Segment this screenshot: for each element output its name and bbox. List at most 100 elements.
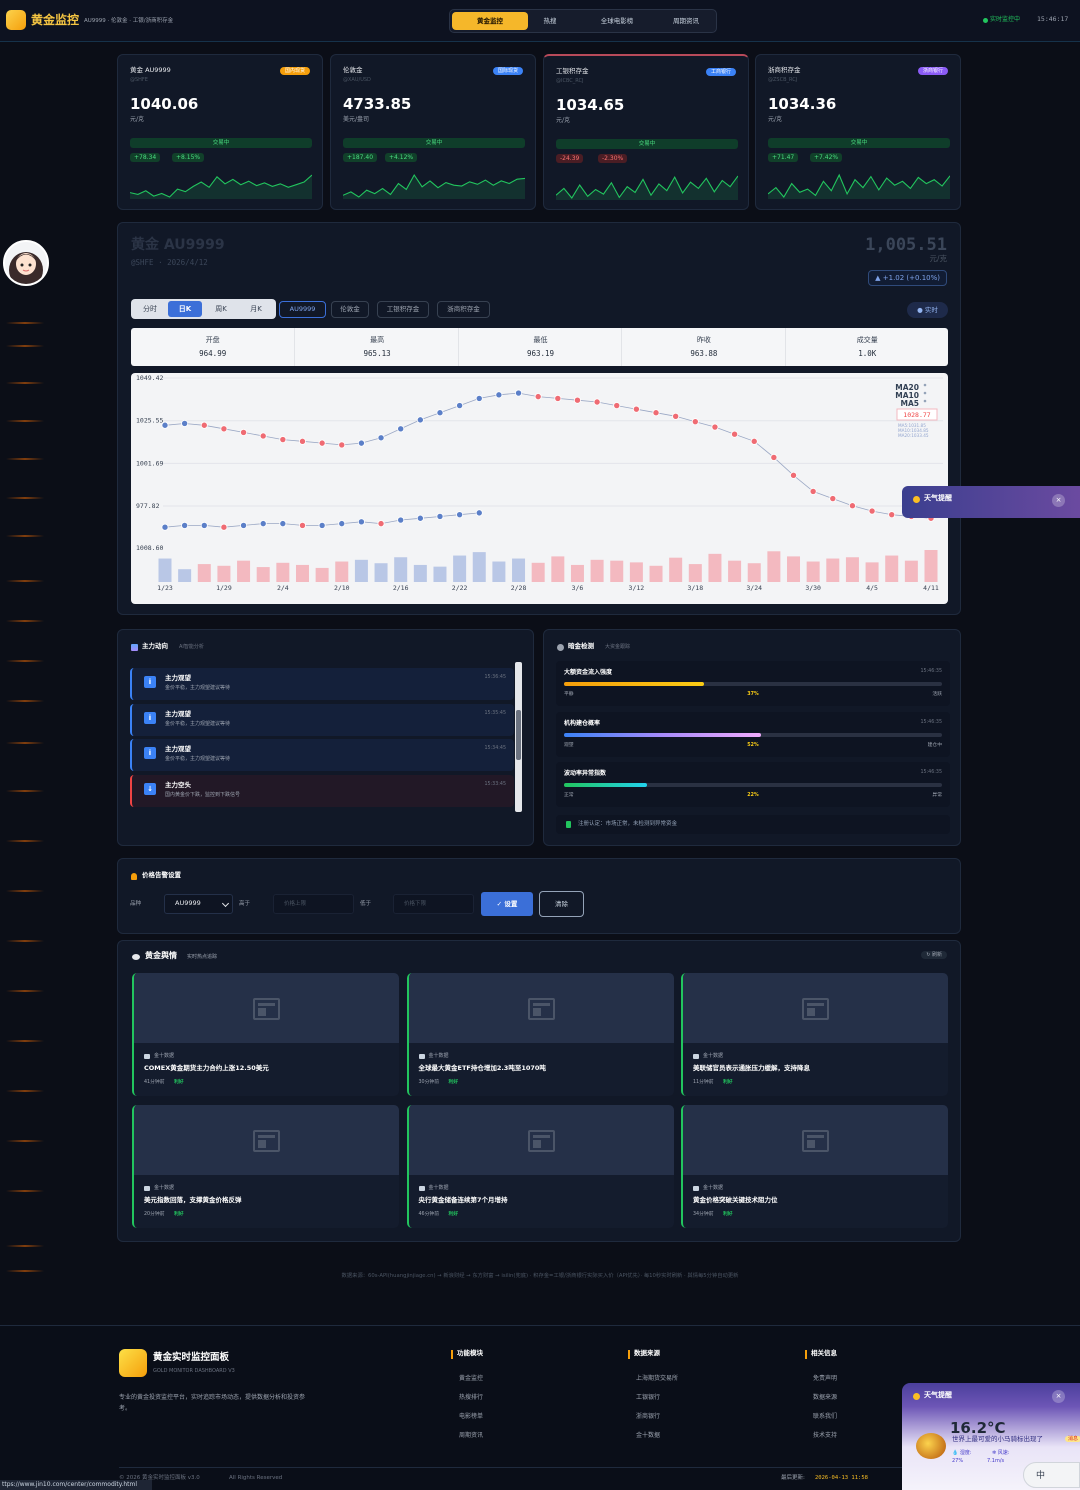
symbol-tab[interactable]: 工银积存金	[377, 301, 429, 318]
footer-link[interactable]: 浙商银行	[636, 1413, 661, 1420]
flow-item-desc: 国内黄金价下跌，监控到下跌信号	[165, 791, 241, 798]
detect-subtitle: 大资金跟踪	[605, 644, 631, 650]
period-tab[interactable]: 周K	[215, 305, 227, 313]
footer-link[interactable]: 周期资讯	[459, 1432, 484, 1439]
side-glow	[6, 535, 44, 537]
card-code: @SHFE	[130, 77, 148, 83]
nav-tab[interactable]: 热搜	[543, 17, 557, 25]
input-high[interactable]: 价格上限	[273, 894, 354, 914]
volume-bar	[551, 556, 565, 582]
nav-tab[interactable]: 全球电影榜	[600, 17, 634, 25]
popup-close[interactable]: ×	[1052, 494, 1065, 507]
x-tick-label: 3/12	[629, 584, 645, 592]
symbol-tab[interactable]: AU9999	[279, 301, 326, 318]
symbol-tab[interactable]: 伦敦金	[331, 301, 369, 318]
icon-bar	[258, 1003, 275, 1006]
scroll-thumb	[516, 710, 521, 760]
news-card[interactable]: 金十数据 黄金价格突破关键技术阻力位 34分钟前 利好	[681, 1105, 948, 1228]
side-glow	[6, 1190, 44, 1192]
footer-link[interactable]: 数据来源	[813, 1394, 838, 1401]
symbol-select[interactable]: AU9999	[164, 894, 233, 914]
card-code: @ICBC_RCJ	[556, 78, 584, 84]
status-dot	[983, 18, 988, 23]
volume-bar	[669, 557, 683, 582]
x-tick-label: 2/10	[334, 584, 350, 592]
news-card[interactable]: 金十数据 美联储官员表示通胀压力缓解，支持降息 11分钟前 利好	[681, 973, 948, 1096]
period-tab[interactable]: 日K	[168, 301, 202, 317]
legend-dot	[923, 399, 927, 403]
footer-title: 黄金实时监控面板	[153, 1352, 230, 1363]
side-glow	[6, 580, 44, 582]
footer: 黄金实时监控面板 GOLD MONITOR DASHBOARD V3 专业的黄金投资…	[0, 1325, 1080, 1490]
period-tab[interactable]: 分时	[143, 305, 157, 313]
select-caret	[221, 899, 230, 908]
footer-link[interactable]: 工银银行	[636, 1394, 661, 1401]
news-card[interactable]: 金十数据 美元指数回落，支撑黄金价格反弹 20分钟前 利好	[132, 1105, 399, 1228]
news-card[interactable]: 金十数据 央行黄金储备连续第7个月增持 46分钟前 利好	[406, 1105, 674, 1228]
card-code: @ZSCB_RCJ	[768, 77, 798, 83]
label-high: 高于	[239, 901, 251, 907]
humidity-value: 27%	[952, 1458, 964, 1464]
popup-title: 天气提醒	[924, 494, 952, 502]
price-dot	[770, 453, 778, 461]
logo	[6, 10, 26, 30]
sparkline-line	[130, 174, 312, 198]
nav-tab[interactable]: 周期资讯	[673, 17, 699, 25]
stat-cell: 昨收 963.88	[621, 328, 784, 366]
news-card[interactable]: 金十数据 COMEX黄金期货主力合约上涨12.50美元 41分钟前 利好	[132, 973, 399, 1096]
volume-bar	[413, 564, 427, 582]
live-pill[interactable]: ● 实时	[907, 302, 948, 318]
stat-cell: 最低 963.19	[457, 328, 621, 366]
footer-link[interactable]: 免责声明	[813, 1375, 838, 1382]
price-dot	[750, 437, 758, 445]
icon-bar	[807, 1003, 824, 1006]
symbol-tab[interactable]: 浙商积存金	[437, 301, 490, 318]
icon-bar	[532, 1003, 550, 1006]
card-price: 1040.06	[130, 95, 199, 113]
side-glow	[6, 322, 44, 324]
sparkline-line	[343, 173, 525, 198]
footer-link[interactable]: 黄金监控	[459, 1375, 484, 1382]
card-pct: +4.12%	[385, 153, 418, 163]
nav-tab[interactable]: 黄金监控	[452, 12, 528, 30]
period-tab[interactable]: 月K	[250, 305, 262, 313]
main-meta: @SHFE · 2026/4/12	[131, 258, 208, 267]
price-dot	[377, 434, 385, 442]
footer-subtitle: GOLD MONITOR DASHBOARD V3	[153, 1368, 235, 1374]
news-headline: 美联储官员表示通胀压力缓解，支持降息	[693, 1064, 810, 1072]
news-source-icon	[693, 1186, 699, 1191]
price-dot	[515, 389, 523, 397]
footer-link[interactable]: 电影榜单	[459, 1413, 484, 1420]
input-low[interactable]: 价格下限	[393, 894, 474, 914]
price-dot	[731, 430, 739, 438]
footer-link[interactable]: 技术支持	[813, 1432, 838, 1439]
flow-item-title: 主力空头	[165, 780, 191, 789]
refresh-button[interactable]: ↻ 刷新	[921, 951, 947, 959]
footer-link[interactable]: 联系我们	[813, 1413, 838, 1420]
news-source-icon	[418, 1186, 425, 1191]
alert-panel: 价格告警设置 品种 AU9999 高于 价格上限 低于 价格下限 ✓ 设置 清除	[117, 858, 961, 934]
footer-link[interactable]: 上海期货交易所	[636, 1375, 679, 1382]
clear-button[interactable]: 清除	[539, 891, 584, 917]
set-button[interactable]: ✓ 设置	[481, 892, 533, 916]
price-dot	[711, 423, 719, 431]
footer-link[interactable]: 热搜排行	[459, 1394, 484, 1401]
flow-item: i 主力观望 金价平稳，主力观望建议等待 15:35:45	[130, 703, 514, 736]
price-dot	[475, 394, 483, 402]
news-tag: 利好	[174, 1212, 184, 1217]
news-card[interactable]: 金十数据 全球最大黄金ETF持仓增加2.3吨至1070吨 30分钟前 利好	[406, 973, 674, 1096]
volume-bar	[158, 558, 172, 582]
card-status: 交易中	[556, 139, 738, 149]
weather-close[interactable]: ×	[1052, 1390, 1065, 1403]
x-tick-label: 3/24	[746, 584, 762, 592]
flow-title: 主力动向	[142, 642, 168, 650]
icon-block	[532, 1140, 541, 1148]
volume-bar	[649, 565, 663, 582]
footer-link[interactable]: 金十数据	[636, 1432, 661, 1439]
price-dot	[298, 437, 306, 445]
price-dot	[691, 418, 699, 426]
news-time: 11分钟前	[693, 1080, 714, 1085]
news-time: 30分钟前	[418, 1080, 440, 1085]
volume-bar	[472, 552, 486, 582]
volume-bar	[845, 557, 859, 582]
